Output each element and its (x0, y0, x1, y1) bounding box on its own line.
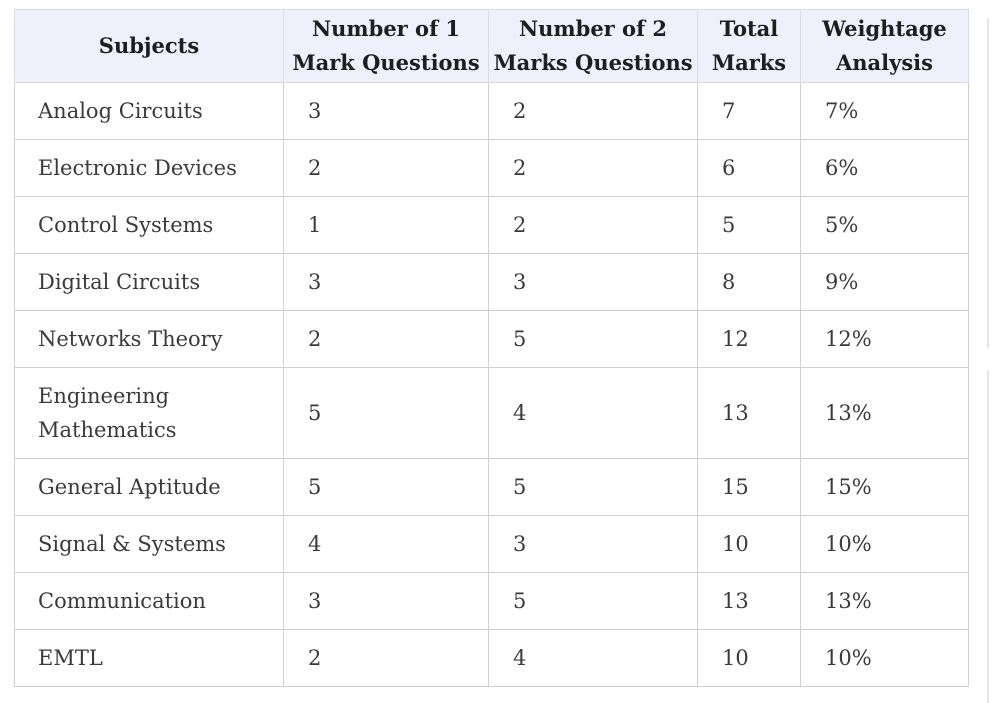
total-marks-cell: 12 (697, 310, 801, 368)
table-row: Electronic Devices 2 2 6 6% (14, 139, 969, 197)
one-mark-cell: 4 (283, 515, 489, 573)
weightage-cell: 12% (800, 310, 969, 368)
two-marks-cell: 3 (488, 515, 698, 573)
side-divider-bottom (987, 370, 989, 703)
weightage-cell: 6% (800, 139, 969, 197)
one-mark-cell: 3 (283, 572, 489, 630)
table-row: Communication 3 5 13 13% (14, 572, 969, 630)
total-marks-cell: 6 (697, 139, 801, 197)
subject-cell: Communication (14, 572, 284, 630)
total-marks-cell: 8 (697, 253, 801, 311)
weightage-cell: 10% (800, 515, 969, 573)
table-row: Control Systems 1 2 5 5% (14, 196, 969, 254)
header-weightage-analysis: Weightage Analysis (800, 9, 969, 83)
subject-cell: Digital Circuits (14, 253, 284, 311)
table-row: Networks Theory 2 5 12 12% (14, 310, 969, 368)
table-row: General Aptitude 5 5 15 15% (14, 458, 969, 516)
table-header: Subjects Number of 1 Mark Questions Numb… (14, 9, 969, 83)
one-mark-cell: 1 (283, 196, 489, 254)
two-marks-cell: 5 (488, 458, 698, 516)
total-marks-cell: 5 (697, 196, 801, 254)
weightage-table-container: Subjects Number of 1 Mark Questions Numb… (14, 9, 969, 687)
total-marks-cell: 7 (697, 82, 801, 140)
table-row: EMTL 2 4 10 10% (14, 629, 969, 687)
subject-cell: Signal & Systems (14, 515, 284, 573)
subject-cell: Control Systems (14, 196, 284, 254)
two-marks-cell: 5 (488, 572, 698, 630)
total-marks-cell: 10 (697, 515, 801, 573)
weightage-cell: 15% (800, 458, 969, 516)
total-marks-cell: 15 (697, 458, 801, 516)
weightage-table: Subjects Number of 1 Mark Questions Numb… (14, 9, 969, 687)
header-row: Subjects Number of 1 Mark Questions Numb… (14, 9, 969, 83)
weightage-cell: 10% (800, 629, 969, 687)
table-row: Engineering Mathematics 5 4 13 13% (14, 367, 969, 459)
two-marks-cell: 2 (488, 82, 698, 140)
subject-cell: General Aptitude (14, 458, 284, 516)
side-divider-top (987, 18, 989, 348)
subject-cell: Analog Circuits (14, 82, 284, 140)
weightage-cell: 9% (800, 253, 969, 311)
two-marks-cell: 3 (488, 253, 698, 311)
one-mark-cell: 3 (283, 82, 489, 140)
total-marks-cell: 13 (697, 367, 801, 459)
one-mark-cell: 5 (283, 458, 489, 516)
header-one-mark-questions: Number of 1 Mark Questions (283, 9, 489, 83)
weightage-cell: 13% (800, 572, 969, 630)
table-row: Analog Circuits 3 2 7 7% (14, 82, 969, 140)
one-mark-cell: 2 (283, 139, 489, 197)
one-mark-cell: 5 (283, 367, 489, 459)
two-marks-cell: 4 (488, 367, 698, 459)
total-marks-cell: 10 (697, 629, 801, 687)
one-mark-cell: 2 (283, 310, 489, 368)
subject-cell: Electronic Devices (14, 139, 284, 197)
weightage-cell: 13% (800, 367, 969, 459)
total-marks-cell: 13 (697, 572, 801, 630)
header-two-marks-questions: Number of 2 Marks Questions (488, 9, 698, 83)
header-subjects: Subjects (14, 9, 284, 83)
two-marks-cell: 2 (488, 139, 698, 197)
one-mark-cell: 3 (283, 253, 489, 311)
subject-cell: Engineering Mathematics (14, 367, 284, 459)
weightage-cell: 5% (800, 196, 969, 254)
table-body: Analog Circuits 3 2 7 7% Electronic Devi… (14, 82, 969, 687)
header-total-marks: Total Marks (697, 9, 801, 83)
table-row: Signal & Systems 4 3 10 10% (14, 515, 969, 573)
table-row: Digital Circuits 3 3 8 9% (14, 253, 969, 311)
subject-cell: EMTL (14, 629, 284, 687)
two-marks-cell: 4 (488, 629, 698, 687)
subject-cell: Networks Theory (14, 310, 284, 368)
one-mark-cell: 2 (283, 629, 489, 687)
two-marks-cell: 2 (488, 196, 698, 254)
two-marks-cell: 5 (488, 310, 698, 368)
weightage-cell: 7% (800, 82, 969, 140)
